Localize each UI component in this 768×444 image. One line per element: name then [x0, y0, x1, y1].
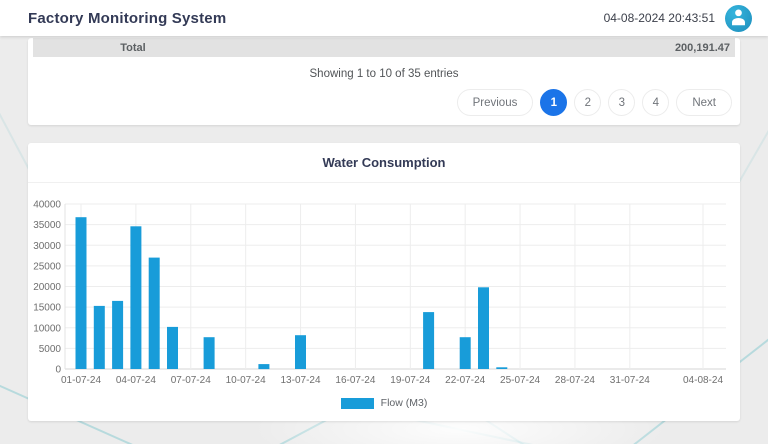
previous-page-button[interactable]: Previous [456, 89, 534, 116]
current-datetime: 04-08-2024 20:43:51 [603, 11, 715, 25]
bar-11-07-24[interactable] [258, 364, 270, 370]
x-axis-tick-label: 04-07-24 [116, 375, 156, 386]
x-axis-tick-label: 28-07-24 [555, 375, 595, 386]
y-axis-tick-label: 10000 [33, 323, 61, 334]
bar-08-07-24[interactable] [203, 337, 215, 369]
page-button-4[interactable]: 4 [642, 89, 670, 116]
y-axis-tick-label: 30000 [33, 241, 61, 252]
bar-20-07-24[interactable] [423, 312, 435, 369]
total-label: Total [120, 41, 146, 54]
app-header: Factory Monitoring System 04-08-2024 20:… [0, 0, 768, 36]
page-button-3[interactable]: 3 [608, 89, 636, 116]
y-axis-tick-label: 5000 [39, 344, 62, 355]
user-icon [728, 6, 749, 32]
bar-13-07-24[interactable] [295, 335, 306, 369]
bar-01-07-24[interactable] [75, 217, 87, 369]
legend-swatch [340, 397, 374, 409]
x-axis-tick-label: 13-07-24 [281, 375, 321, 386]
y-axis-tick-label: 20000 [33, 282, 61, 293]
total-value: 200,191.47 [674, 41, 730, 54]
y-axis-tick-label: 15000 [33, 303, 61, 314]
y-axis-tick-label: 35000 [33, 220, 61, 231]
data-table-card: Total 200,191.47 Showing 1 to 10 of 35 e… [28, 38, 740, 125]
next-page-button[interactable]: Next [676, 89, 732, 116]
table-total-row: Total 200,191.47 [33, 38, 735, 57]
y-axis-tick-label: 0 [55, 365, 61, 376]
chart-legend-item[interactable]: Flow (M3) [28, 393, 740, 413]
bar-24-07-24[interactable] [496, 367, 508, 369]
x-axis-tick-label: 31-07-24 [610, 375, 650, 386]
chart-title: Water Consumption [322, 155, 446, 170]
x-axis-tick-label: 10-07-24 [226, 375, 266, 386]
x-axis-tick-label: 22-07-24 [445, 375, 485, 386]
x-axis-tick-label: 04-08-24 [683, 375, 723, 386]
legend-label: Flow (M3) [380, 397, 428, 409]
y-axis-tick-label: 40000 [33, 200, 61, 211]
bar-22-07-24[interactable] [459, 337, 471, 369]
y-axis-tick-label: 25000 [33, 261, 61, 272]
user-avatar[interactable] [725, 4, 752, 32]
page-button-1[interactable]: 1 [540, 89, 568, 116]
bar-03-07-24[interactable] [112, 300, 124, 369]
x-axis-tick-label: 07-07-24 [171, 375, 211, 386]
bar-05-07-24[interactable] [148, 257, 160, 369]
app-title: Factory Monitoring System [28, 9, 227, 27]
bar-06-07-24[interactable] [167, 326, 178, 369]
x-axis-tick-label: 01-07-24 [61, 375, 101, 386]
water-consumption-card: Water Consumption 0 5000 10000 15000 20000 25… [28, 143, 740, 421]
bar-04-07-24[interactable] [130, 226, 142, 369]
water-consumption-chart[interactable]: 0 5000 10000 15000 20000 25000 30000 35000 40000… [28, 183, 740, 391]
chart-header: Water Consumption [28, 143, 740, 183]
x-axis-tick-label: 19-07-24 [390, 375, 430, 386]
page-button-2[interactable]: 2 [574, 89, 602, 116]
x-axis-tick-label: 25-07-24 [500, 375, 540, 386]
entries-summary: Showing 1 to 10 of 35 entries [309, 68, 459, 80]
bar-23-07-24[interactable] [478, 287, 489, 369]
x-axis-tick-label: 16-07-24 [335, 375, 375, 386]
bar-02-07-24[interactable] [93, 305, 105, 369]
